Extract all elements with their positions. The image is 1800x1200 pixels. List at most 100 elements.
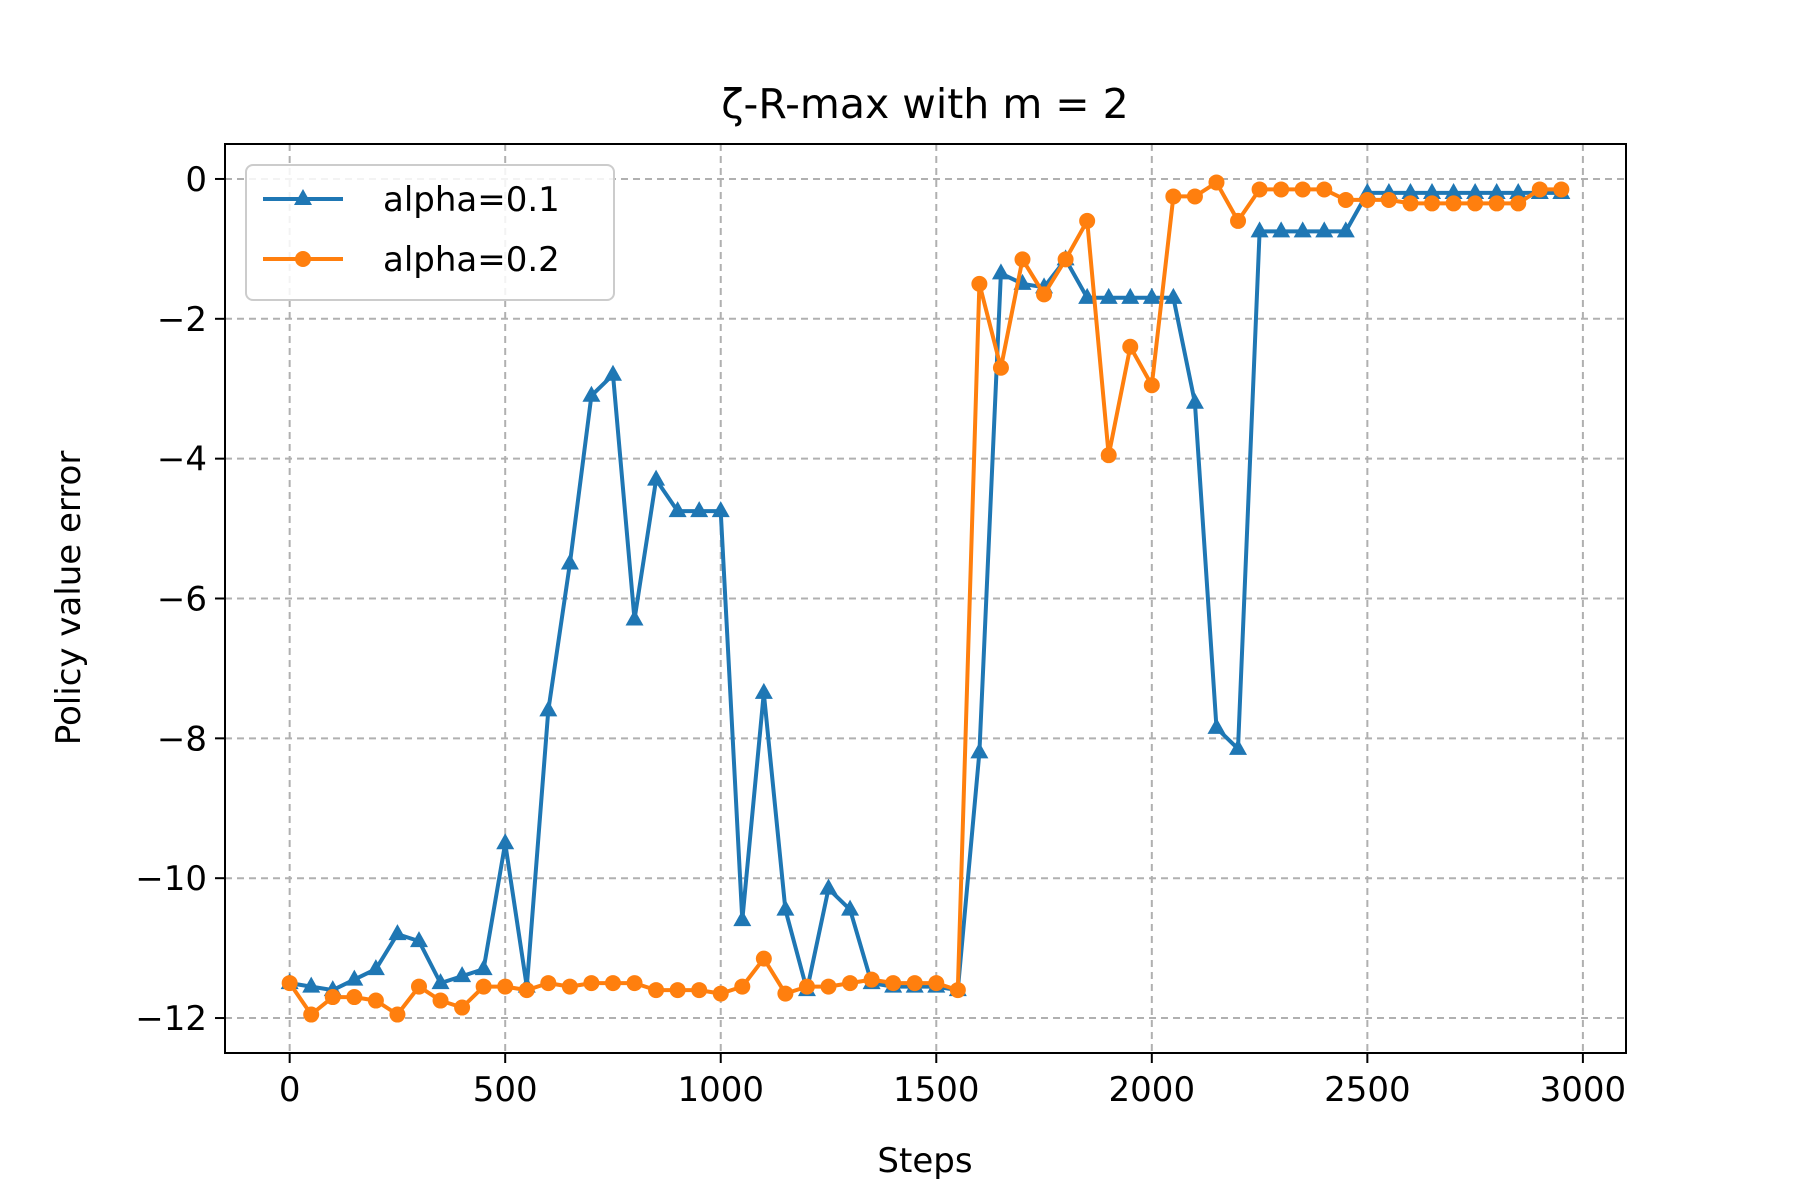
data-point-alpha-0.2	[734, 978, 751, 995]
data-point-alpha-0.2	[669, 982, 686, 999]
data-point-alpha-0.2	[992, 359, 1009, 376]
data-point-alpha-0.2	[1510, 195, 1527, 212]
x-tick-label: 2000	[1109, 1070, 1196, 1110]
legend-marker-triangle	[294, 189, 312, 205]
data-point-alpha-0.1	[1229, 738, 1248, 755]
data-point-alpha-0.2	[281, 975, 298, 992]
data-point-alpha-0.1	[733, 910, 752, 927]
data-point-alpha-0.1	[1466, 182, 1485, 199]
y-tick-label: −10	[135, 859, 207, 899]
chart-title: ζ-R-max with m = 2	[721, 80, 1129, 128]
data-point-alpha-0.1	[1142, 287, 1161, 304]
data-point-alpha-0.1	[603, 364, 622, 381]
data-point-alpha-0.1	[991, 263, 1010, 280]
data-point-alpha-0.1	[1509, 182, 1528, 199]
legend-label-alpha-0.2: alpha=0.2	[383, 240, 560, 280]
data-point-alpha-0.2	[1230, 212, 1247, 229]
data-point-alpha-0.1	[970, 742, 989, 759]
data-point-alpha-0.1	[754, 682, 773, 699]
y-tick-label: −2	[157, 300, 207, 340]
data-point-alpha-0.1	[1423, 182, 1442, 199]
data-point-alpha-0.1	[841, 899, 860, 916]
x-tick-label: 2500	[1324, 1070, 1411, 1110]
data-point-alpha-0.1	[1336, 221, 1355, 238]
x-axis-label: Steps	[877, 1141, 972, 1181]
data-point-alpha-0.1	[1099, 287, 1118, 304]
data-point-alpha-0.2	[1359, 191, 1376, 208]
data-point-alpha-0.1	[388, 924, 407, 941]
data-point-alpha-0.1	[539, 700, 558, 717]
data-point-alpha-0.2	[367, 992, 384, 1009]
data-point-alpha-0.1	[560, 553, 579, 570]
series-layer	[280, 174, 1571, 1023]
data-point-alpha-0.1	[431, 973, 450, 990]
x-tick-label: 1500	[893, 1070, 980, 1110]
data-point-alpha-0.2	[1337, 191, 1354, 208]
data-point-alpha-0.1	[366, 959, 385, 976]
data-point-alpha-0.1	[345, 969, 364, 986]
data-point-alpha-0.1	[1401, 182, 1420, 199]
data-point-alpha-0.2	[518, 982, 535, 999]
data-point-alpha-0.2	[626, 975, 643, 992]
data-point-alpha-0.2	[346, 989, 363, 1006]
data-point-alpha-0.2	[540, 975, 557, 992]
legend-marker-circle	[295, 251, 311, 267]
data-point-alpha-0.1	[1164, 287, 1183, 304]
data-point-alpha-0.1	[1293, 221, 1312, 238]
data-point-alpha-0.2	[432, 992, 449, 1009]
y-axis-label: Policy value error	[49, 451, 89, 746]
legend: alpha=0.1 alpha=0.2	[245, 164, 615, 301]
data-point-alpha-0.2	[777, 985, 794, 1002]
data-point-alpha-0.2	[691, 982, 708, 999]
data-point-alpha-0.1	[1444, 182, 1463, 199]
data-point-alpha-0.1	[776, 899, 795, 916]
legend-label-alpha-0.1: alpha=0.1	[383, 180, 560, 220]
data-point-alpha-0.2	[1531, 181, 1548, 198]
data-point-alpha-0.1	[690, 501, 709, 518]
data-point-alpha-0.2	[389, 1006, 406, 1023]
data-point-alpha-0.2	[1294, 181, 1311, 198]
data-point-alpha-0.1	[582, 385, 601, 402]
data-point-alpha-0.2	[1079, 212, 1096, 229]
x-tick-label: 500	[473, 1070, 538, 1110]
data-point-alpha-0.2	[1488, 195, 1505, 212]
data-point-alpha-0.2	[1122, 338, 1139, 355]
data-point-alpha-0.2	[949, 982, 966, 999]
data-point-alpha-0.2	[410, 978, 427, 995]
data-point-alpha-0.2	[1251, 181, 1268, 198]
data-point-alpha-0.1	[474, 959, 493, 976]
data-point-alpha-0.2	[497, 978, 514, 995]
data-point-alpha-0.2	[755, 950, 772, 967]
data-point-alpha-0.1	[453, 966, 472, 983]
data-point-alpha-0.2	[971, 275, 988, 292]
data-point-alpha-0.1	[625, 609, 644, 626]
data-point-alpha-0.1	[668, 501, 687, 518]
x-tick-label: 3000	[1540, 1070, 1627, 1110]
data-point-alpha-0.2	[1380, 191, 1397, 208]
data-point-alpha-0.2	[1100, 447, 1117, 464]
axis-ticks: 0 500 1000 1500 2000 2500 3000 0 −2 −4 −6 −8 −10 −12	[135, 160, 1626, 1110]
data-point-alpha-0.1	[711, 501, 730, 518]
x-tick-label: 1000	[677, 1070, 764, 1110]
data-point-alpha-0.2	[1424, 195, 1441, 212]
data-point-alpha-0.1	[496, 833, 515, 850]
data-point-alpha-0.2	[842, 975, 859, 992]
data-point-alpha-0.2	[1057, 251, 1074, 268]
data-point-alpha-0.2	[1014, 251, 1031, 268]
data-point-alpha-0.1	[1207, 717, 1226, 734]
y-tick-label: −12	[135, 999, 207, 1039]
data-point-alpha-0.2	[1553, 181, 1570, 198]
data-point-alpha-0.1	[819, 878, 838, 895]
y-tick-label: −8	[157, 719, 207, 759]
data-point-alpha-0.2	[863, 971, 880, 988]
data-point-alpha-0.2	[1467, 195, 1484, 212]
data-point-alpha-0.2	[583, 975, 600, 992]
data-point-alpha-0.2	[798, 978, 815, 995]
data-point-alpha-0.2	[561, 978, 578, 995]
data-point-alpha-0.1	[302, 976, 321, 993]
y-tick-label: 0	[185, 160, 207, 200]
data-point-alpha-0.2	[1186, 188, 1203, 205]
data-point-alpha-0.2	[1402, 195, 1419, 212]
data-point-alpha-0.1	[1185, 392, 1204, 409]
